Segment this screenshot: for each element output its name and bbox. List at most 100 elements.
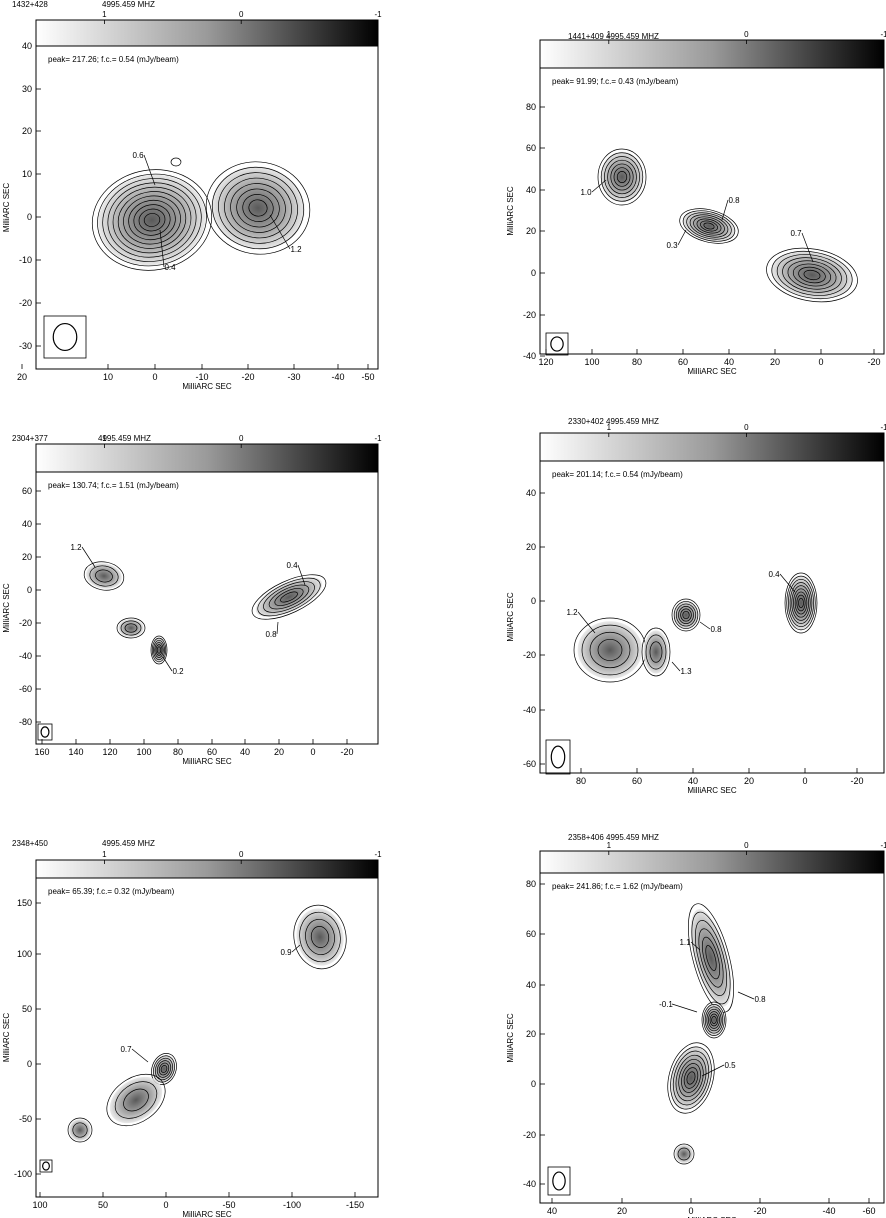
wedge-tick-label: 0: [239, 434, 244, 443]
source-name: 2330+402: [568, 417, 604, 426]
greyscale-emission: [703, 1003, 725, 1037]
component-annotation: 0.8: [754, 995, 766, 1004]
contour-line: [675, 603, 697, 627]
y-tick-label: -40: [523, 705, 536, 715]
peak-label: peak= 65.39; f.c.= 0.32 (mJy/beam): [48, 887, 175, 896]
annotation-leader: [269, 214, 291, 250]
source-component: [67, 1117, 93, 1143]
y-tick-label: 50: [22, 1004, 32, 1014]
x-tick-label: 120: [538, 357, 553, 367]
contour-line: [124, 623, 138, 633]
x-tick-label: 60: [678, 357, 688, 367]
contour-line: [789, 582, 813, 624]
beam-box: [37, 723, 53, 741]
contour-line: [698, 928, 724, 988]
source-name: 2358+406: [568, 833, 604, 842]
frequency-label: 4995.459 MHZ: [102, 839, 155, 848]
greyscale-emission: [86, 563, 122, 589]
greyscale-emission: [600, 151, 644, 203]
beam-box: [545, 332, 569, 356]
x-tick-label: -20: [867, 357, 880, 367]
component-annotation: 0.8: [710, 625, 722, 634]
contour-line: [670, 1046, 712, 1110]
contour-line: [89, 565, 119, 587]
contour-line: [224, 177, 292, 239]
source-component: [641, 627, 671, 677]
x-tick-label: 20: [274, 747, 284, 757]
annotation-leader: [677, 229, 687, 246]
component-annotation: 0.5: [724, 1061, 736, 1070]
contour-line: [133, 204, 171, 236]
y-axis-label: MilliARC SEC: [506, 1013, 515, 1063]
contour-line: [671, 598, 701, 632]
y-tick-label: 20: [526, 542, 536, 552]
x-tick-label: 20: [17, 372, 27, 382]
annotation-leader: [779, 573, 796, 593]
x-tick-label: 40: [547, 1206, 557, 1216]
contour-line: [691, 911, 731, 1005]
contour-line: [705, 945, 717, 971]
contour-line: [160, 1065, 168, 1073]
y-tick-label: -100: [14, 1169, 32, 1179]
contour-line: [91, 169, 213, 271]
x-tick-label: 120: [102, 747, 117, 757]
component-annotation: 0.7: [790, 229, 802, 238]
component-annotation: 0.3: [666, 241, 678, 250]
plot-frame: [539, 872, 885, 1204]
y-tick-label: 40: [526, 488, 536, 498]
source-component: [784, 572, 818, 634]
contour-line: [607, 159, 637, 195]
contour-line: [679, 208, 739, 244]
contour-line: [686, 212, 732, 240]
contour-line: [153, 1055, 175, 1083]
plot-frame: [539, 67, 885, 355]
contour-line: [645, 634, 667, 670]
peak-label: peak= 217.26; f.c.= 0.54 (mJy/beam): [48, 55, 179, 64]
annotation-leader: [737, 991, 755, 1000]
contour-line: [154, 642, 164, 658]
y-tick-label: -20: [523, 650, 536, 660]
contour-line: [610, 163, 634, 191]
contour-line: [796, 594, 806, 612]
contour-line: [803, 269, 821, 281]
contour-line: [280, 591, 298, 603]
source-component: [170, 157, 182, 167]
y-axis-label: MilliARC SEC: [2, 183, 11, 233]
component-annotation: 1.2: [290, 245, 302, 254]
component-annotation: 0.8: [265, 630, 277, 639]
y-axis-label: MilliARC SEC: [506, 186, 515, 236]
component-annotation: -0.1: [659, 1000, 673, 1009]
x-tick-label: 40: [240, 747, 250, 757]
source-component: [671, 598, 701, 632]
annotation-leader: [577, 611, 596, 634]
contour-line: [673, 601, 699, 629]
contour-line: [711, 1016, 717, 1024]
y-tick-label: 60: [526, 929, 536, 939]
contour-line: [604, 156, 640, 198]
y-tick-label: -20: [19, 618, 32, 628]
x-tick-label: 40: [724, 357, 734, 367]
greyscale-emission: [296, 908, 344, 966]
contour-line: [305, 918, 335, 956]
greyscale-emission: [771, 250, 853, 300]
contour-line: [138, 208, 166, 232]
contour-line: [677, 1147, 691, 1161]
x-tick-label: 0: [152, 372, 157, 382]
y-tick-label: 80: [526, 102, 536, 112]
contour-line: [784, 572, 818, 634]
greyscale-emission: [118, 619, 144, 637]
contour-line: [704, 1006, 724, 1034]
plot-frame: [35, 877, 379, 1198]
y-tick-label: -40: [19, 651, 32, 661]
x-tick-label: 80: [173, 747, 183, 757]
y-tick-label: 150: [17, 898, 32, 908]
contour-line: [680, 608, 692, 622]
contour-line: [205, 161, 311, 255]
contour-line: [673, 1143, 695, 1165]
y-tick-label: 20: [22, 126, 32, 136]
plot-frame: [539, 460, 885, 774]
y-tick-label: 40: [526, 980, 536, 990]
component-annotation: 0.4: [286, 561, 298, 570]
annotation-leader: [671, 1003, 698, 1013]
